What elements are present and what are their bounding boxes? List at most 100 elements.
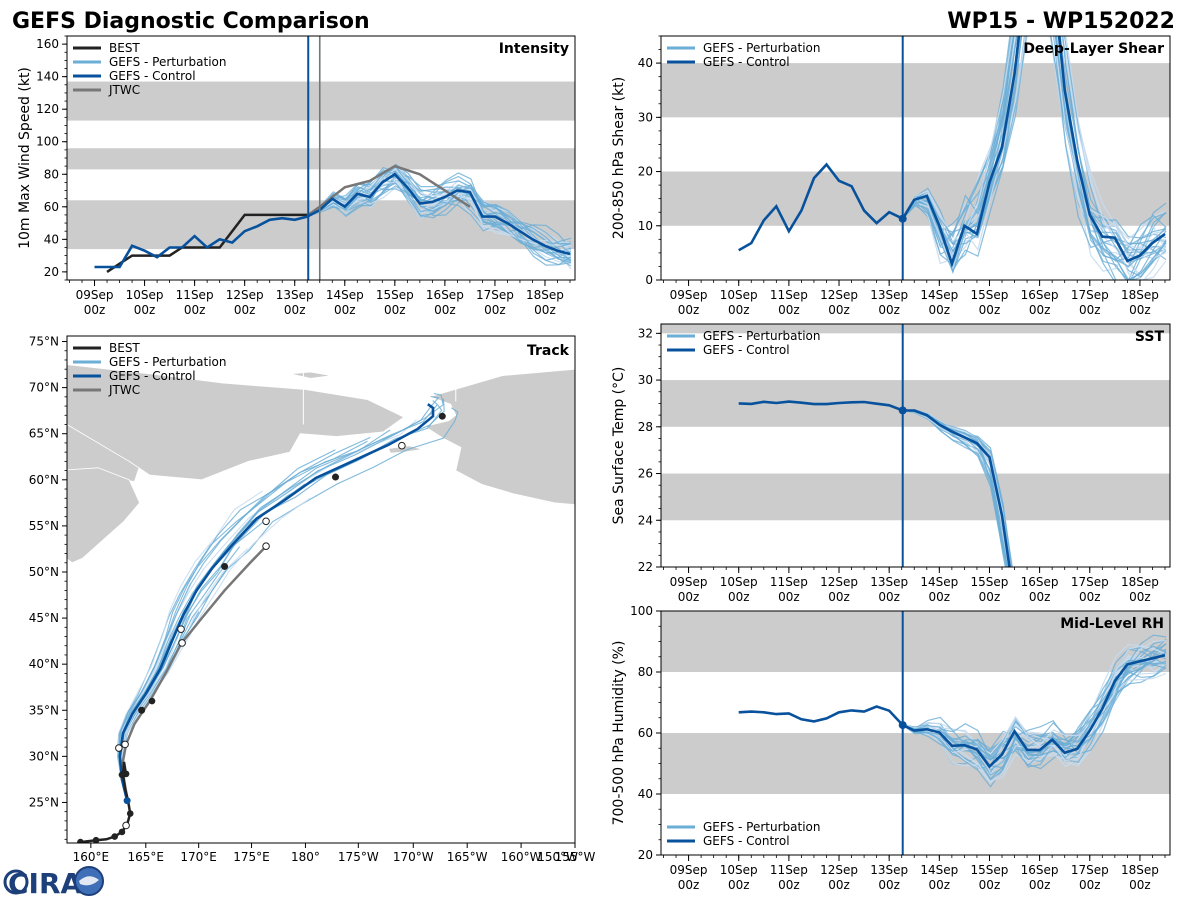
sst-xtick-hour: 00z [828, 590, 850, 604]
sst-xtick-hour: 00z [778, 590, 800, 604]
intensity-xtick-hour: 00z [184, 303, 206, 317]
sst-ytick-label: 22 [638, 560, 653, 574]
sst-band [661, 324, 1170, 334]
shear-title: Deep-Layer Shear [1023, 41, 1164, 57]
figure-title: GEFS Diagnostic Comparison [12, 9, 370, 34]
track-lat-label: 60°N [29, 473, 59, 487]
sst-xtick-day: 14Sep [920, 575, 958, 589]
shear-xtick-hour: 00z [728, 303, 750, 317]
track-best-marker [118, 828, 126, 836]
shear-control-line [738, 36, 1166, 268]
sst-xtick-day: 12Sep [820, 575, 858, 589]
shear-ytick-label: 40 [638, 56, 653, 70]
track-lon-label: 165°W [447, 850, 488, 864]
shear-init-marker [898, 214, 907, 223]
shear-xtick-hour: 00z [878, 303, 900, 317]
track-forecast-marker [262, 542, 270, 550]
intensity-xtick-hour: 00z [484, 303, 506, 317]
cira-logo-swirl [79, 876, 99, 886]
legend-label-gefs-control: GEFS - Control [703, 834, 790, 848]
shear-xtick-day: 13Sep [870, 288, 908, 302]
legend-label-jtwc: JTWC [108, 383, 140, 397]
track-lon-label: 160°W [501, 850, 542, 864]
intensity-ylabel: 10m Max Wind Speed (kt) [17, 67, 33, 249]
intensity-xtick-day: 17Sep [476, 288, 514, 302]
legend-label-gefs-perturbation: GEFS - Perturbation [703, 41, 820, 55]
shear-perturbation-member [902, 36, 1167, 262]
track-lon-label: 160°E [73, 850, 110, 864]
shear-xtick-day: 17Sep [1071, 288, 1109, 302]
track-control-marker [221, 562, 229, 570]
shear-xtick-day: 15Sep [971, 288, 1009, 302]
track-lat-label: 70°N [29, 381, 59, 395]
legend-label-jtwc: JTWC [108, 83, 140, 97]
sst-xtick-day: 15Sep [971, 575, 1009, 589]
rh-xtick-hour: 00z [929, 878, 951, 892]
storm-id: WP15 - WP152022 [947, 9, 1175, 34]
sst-xtick-day: 18Sep [1121, 575, 1159, 589]
rh-xtick-hour: 00z [1129, 878, 1151, 892]
track-forecast-marker [178, 639, 186, 647]
intensity-xtick-hour: 00z [84, 303, 106, 317]
track-control-line [118, 403, 435, 801]
track-frame [66, 335, 576, 844]
rh-xtick-hour: 00z [1079, 878, 1101, 892]
sst-xtick-hour: 00z [728, 590, 750, 604]
legend-label-gefs-perturbation: GEFS - Perturbation [109, 55, 226, 69]
rh-ytick-label: 80 [638, 665, 653, 679]
rh-ytick-label: 20 [638, 848, 653, 862]
sst-xtick-hour: 00z [1079, 590, 1101, 604]
track-lon-label: 155°W [555, 850, 596, 864]
sst-ytick-label: 28 [638, 420, 653, 434]
intensity-ytick-label: 100 [36, 135, 59, 149]
intensity-jtwc-line [307, 164, 471, 216]
sst-xtick-hour: 00z [929, 590, 951, 604]
rh-perturbation-member [902, 645, 1167, 767]
intensity-plot-area [67, 81, 575, 273]
shear-perturbation-member [902, 36, 1167, 280]
track-lat-label: 65°N [29, 427, 59, 441]
intensity-panel: 2040608010012014016009Sep00z10Sep00z11Se… [17, 35, 576, 317]
intensity-ytick-label: 20 [44, 265, 59, 279]
track-best-marker [77, 838, 84, 843]
legend-label-gefs-perturbation: GEFS - Perturbation [703, 820, 820, 834]
track-forecast-marker [262, 517, 270, 526]
shear-ylabel: 200-850 hPa Shear (kt) [611, 77, 627, 239]
track-best-marker [92, 836, 100, 843]
rh-xtick-day: 14Sep [920, 863, 958, 877]
shear-xtick-hour: 00z [979, 303, 1001, 317]
track-perturbation-member [116, 429, 391, 801]
intensity-xtick-day: 14Sep [326, 288, 364, 302]
sst-ytick-label: 26 [638, 467, 653, 481]
sst-xtick-day: 10Sep [720, 575, 758, 589]
shear-xtick-day: 14Sep [920, 288, 958, 302]
intensity-ytick-label: 60 [44, 200, 59, 214]
rh-xtick-day: 18Sep [1121, 863, 1159, 877]
shear-xtick-day: 18Sep [1121, 288, 1159, 302]
intensity-xtick-hour: 00z [234, 303, 256, 317]
shear-ytick-label: 10 [638, 219, 653, 233]
sst-perturbation-member [902, 409, 1009, 567]
rh-xtick-hour: 00z [1029, 878, 1051, 892]
sst-perturbation-member [902, 409, 1010, 567]
intensity-xtick-hour: 00z [434, 303, 456, 317]
rh-perturbation-member [902, 645, 1167, 762]
rh-xtick-hour: 00z [778, 878, 800, 892]
rh-xtick-day: 09Sep [670, 863, 708, 877]
rh-xtick-hour: 00z [979, 878, 1001, 892]
track-perturbation-member [118, 440, 368, 801]
rh-perturbation-member [902, 644, 1167, 764]
rh-xtick-hour: 00z [828, 878, 850, 892]
track-perturbation-member [121, 497, 311, 801]
sst-ylabel: Sea Surface Temp (°C) [611, 367, 627, 525]
intensity-xtick-hour: 00z [334, 303, 356, 317]
track-perturbation-member [118, 449, 336, 801]
rh-xtick-day: 13Sep [870, 863, 908, 877]
intensity-xtick-day: 15Sep [376, 288, 414, 302]
sst-ytick-label: 30 [638, 373, 653, 387]
sst-panel: 22242628303209Sep00z10Sep00z11Sep00z12Se… [611, 323, 1171, 604]
shear-xtick-day: 11Sep [770, 288, 808, 302]
intensity-ytick-label: 80 [44, 167, 59, 181]
sst-xtick-day: 11Sep [770, 575, 808, 589]
track-control-marker [332, 473, 340, 481]
